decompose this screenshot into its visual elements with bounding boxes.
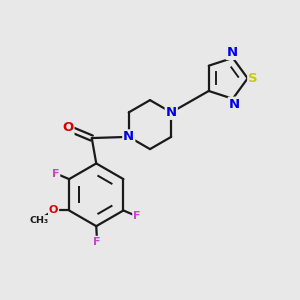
- Text: O: O: [62, 122, 74, 134]
- Text: N: N: [226, 46, 238, 59]
- Text: CH₃: CH₃: [29, 215, 48, 224]
- Text: N: N: [229, 98, 240, 111]
- Text: F: F: [52, 169, 59, 179]
- Text: O: O: [49, 206, 58, 215]
- Text: F: F: [93, 237, 100, 247]
- Text: F: F: [133, 211, 141, 221]
- Text: N: N: [166, 106, 177, 119]
- Text: N: N: [123, 130, 134, 143]
- Text: S: S: [248, 72, 258, 85]
